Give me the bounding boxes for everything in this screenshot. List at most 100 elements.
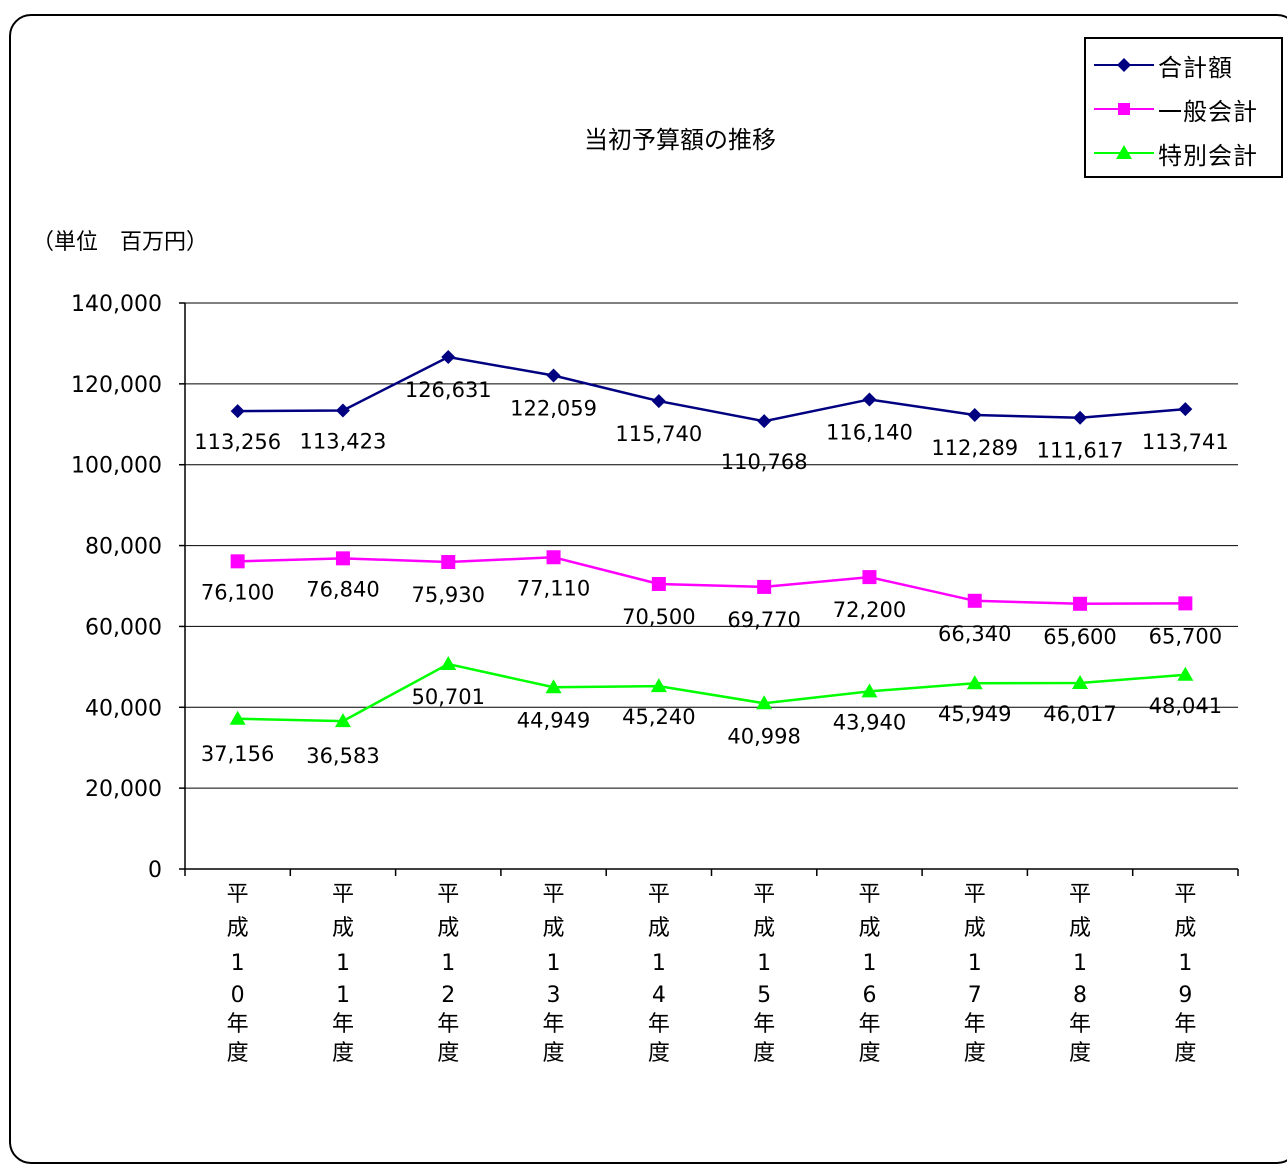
x-tick-label-char: 成 xyxy=(964,916,986,941)
square-marker-icon xyxy=(1094,103,1154,115)
data-point xyxy=(546,368,561,383)
x-tick-label-char: 年 xyxy=(1174,1012,1196,1037)
y-tick-label: 60,000 xyxy=(85,615,162,640)
x-tick-label-char: 度 xyxy=(858,1041,880,1066)
data-label: 44,949 xyxy=(517,708,590,732)
y-tick-label: 20,000 xyxy=(85,777,162,802)
x-tick-label-char: 年 xyxy=(858,1012,880,1037)
data-label: 70,500 xyxy=(622,605,695,629)
x-tick-label-char: 平 xyxy=(332,882,354,907)
x-tick-label-char: 成 xyxy=(858,916,880,941)
data-point xyxy=(229,710,246,725)
x-tick-label-char: 1 xyxy=(441,951,455,976)
data-point xyxy=(651,394,666,409)
data-label: 72,200 xyxy=(833,598,906,622)
data-point xyxy=(545,679,562,694)
data-point xyxy=(651,576,666,591)
x-tick-label: 平成 1 5 年度 xyxy=(753,882,775,1066)
x-tick-label-char: 度 xyxy=(332,1041,354,1066)
x-tick-label-char: 成 xyxy=(437,916,459,941)
data-point xyxy=(650,678,667,693)
data-point xyxy=(335,403,350,418)
legend-item-total: 合計額 xyxy=(1092,45,1233,85)
x-tick-label-char: 度 xyxy=(964,1041,986,1066)
data-label: 37,156 xyxy=(201,742,274,766)
series-group: 113,256 113,423 126,631 122,059 115,740 110,7… xyxy=(194,350,1229,768)
data-point xyxy=(1072,674,1089,689)
series-3: 37,156 36,583 50,701 44,949 45,240 40,998 43,9… xyxy=(201,656,1222,768)
data-label: 126,631 xyxy=(405,378,492,402)
x-tick-label-char: 成 xyxy=(332,916,354,941)
legend-item-special: 特別会計 xyxy=(1092,133,1258,173)
x-tick-label-char: 7 xyxy=(968,983,982,1008)
x-tick-label-char: 1 xyxy=(862,951,876,976)
data-point xyxy=(966,675,983,690)
data-label: 46,017 xyxy=(1043,702,1116,726)
data-point xyxy=(756,695,773,710)
x-tick-label: 平成 1 7 年度 xyxy=(964,882,986,1066)
x-tick-label-char: 度 xyxy=(753,1041,775,1066)
data-point xyxy=(1177,666,1194,681)
x-tick-label-char: 3 xyxy=(547,983,561,1008)
x-tick-label-char: 平 xyxy=(1069,882,1091,907)
series-line xyxy=(237,662,1186,723)
x-tick-label-char: 度 xyxy=(1069,1041,1091,1066)
data-point xyxy=(440,656,457,671)
x-tick-label-char: 年 xyxy=(437,1012,459,1037)
data-label: 36,583 xyxy=(306,744,379,768)
x-tick-label-char: 1 xyxy=(1178,951,1192,976)
x-tick-label-char: 平 xyxy=(753,882,775,907)
data-point xyxy=(1073,596,1088,611)
data-point xyxy=(1178,596,1193,611)
data-point xyxy=(230,404,245,419)
x-tick-label-char: 4 xyxy=(652,983,666,1008)
x-tick-label-char: 度 xyxy=(227,1041,249,1066)
x-tick-label-char: 度 xyxy=(648,1041,670,1066)
data-label: 50,701 xyxy=(412,685,485,709)
series-2: 76,100 76,840 75,930 77,110 70,500 69,770 72,2… xyxy=(201,550,1222,649)
x-tick-label: 平成 1 0 年度 xyxy=(227,882,249,1066)
y-tick-label: 40,000 xyxy=(85,696,162,721)
data-label: 75,930 xyxy=(412,583,485,607)
x-tick-label: 平成 1 6 年度 xyxy=(858,882,880,1066)
x-tick-label-char: 成 xyxy=(648,916,670,941)
data-label: 116,140 xyxy=(826,420,913,444)
x-tick-label-char: 度 xyxy=(437,1041,459,1066)
x-tick-label-char: 9 xyxy=(1178,983,1192,1008)
x-tick-label-char: 成 xyxy=(753,916,775,941)
series-line xyxy=(237,555,1186,606)
x-tick-label-char: 平 xyxy=(227,882,249,907)
x-tick-label-char: 年 xyxy=(753,1012,775,1037)
x-tick-label-char: 成 xyxy=(1174,916,1196,941)
x-tick-label-char: 年 xyxy=(648,1012,670,1037)
data-point xyxy=(1178,402,1193,417)
x-tick-label-char: 平 xyxy=(437,882,459,907)
data-label: 77,110 xyxy=(517,576,590,600)
legend-item-general: 一般会計 xyxy=(1092,89,1258,129)
chart-title: 当初予算額の推移 xyxy=(584,126,776,154)
x-tick-label-char: 0 xyxy=(231,983,245,1008)
data-label: 112,289 xyxy=(931,436,1018,460)
legend-label: 合計額 xyxy=(1158,53,1233,82)
x-tick-label-char: 1 xyxy=(757,951,771,976)
x-tick-label-char: 度 xyxy=(1174,1041,1196,1066)
x-tick-label-char: 1 xyxy=(652,951,666,976)
data-point xyxy=(230,554,245,569)
data-label: 40,998 xyxy=(727,724,800,748)
x-tick-label-char: 8 xyxy=(1073,983,1087,1008)
gridlines xyxy=(185,302,1238,789)
data-point xyxy=(1073,410,1088,425)
x-tick-label-char: 1 xyxy=(547,951,561,976)
x-tick-label-char: 1 xyxy=(336,951,350,976)
data-label: 69,770 xyxy=(727,608,800,632)
x-tick-label-char: 年 xyxy=(964,1012,986,1037)
data-point xyxy=(967,593,982,608)
x-tick-label-char: 平 xyxy=(858,882,880,907)
y-tick-label: 120,000 xyxy=(71,373,162,398)
data-point xyxy=(441,350,456,365)
data-label: 65,700 xyxy=(1149,624,1222,648)
data-label: 48,041 xyxy=(1149,694,1222,718)
unit-label: （単位 百万円） xyxy=(32,230,209,255)
axes: 0 20,000 40,000 60,000 80,000 100,000 120,000 1… xyxy=(71,292,1239,1066)
